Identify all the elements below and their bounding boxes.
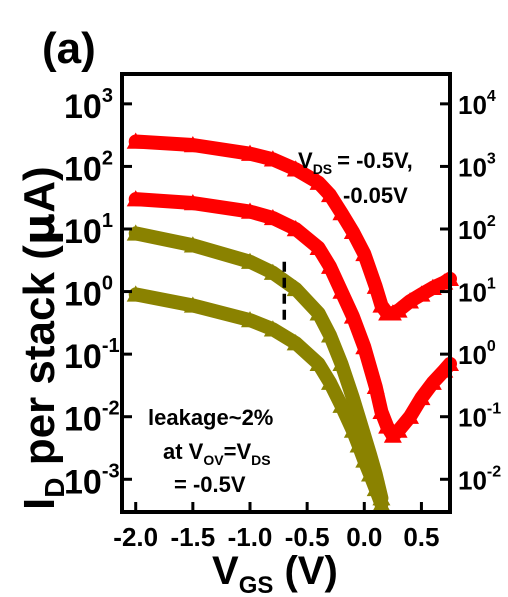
- data-point: [263, 320, 282, 337]
- data-point: [366, 277, 385, 294]
- x-tick-label: -1.0: [228, 522, 273, 552]
- data-point: [401, 292, 419, 309]
- data-point: [309, 304, 328, 321]
- data-point: [366, 479, 385, 497]
- data-point: [366, 377, 385, 395]
- annotation-vds-line2: -0.05V: [343, 183, 408, 208]
- series-layer: [126, 132, 459, 512]
- data-point: [183, 135, 202, 153]
- data-point: [126, 190, 145, 207]
- y-left-tick-label: 10-1: [64, 335, 120, 376]
- data-point: [183, 296, 202, 313]
- y-left-tick-label: 103: [64, 85, 113, 126]
- y-right-tick-label: 103: [458, 150, 496, 182]
- data-point: [309, 354, 328, 372]
- data-point: [183, 236, 202, 253]
- data-point: [355, 451, 374, 468]
- data-point: [412, 285, 431, 302]
- x-axis-label: VGS (V): [212, 549, 338, 597]
- data-point: [412, 388, 431, 406]
- x-tick-label: -2.0: [113, 522, 158, 552]
- data-point: [263, 263, 282, 280]
- data-point: [343, 307, 362, 324]
- data-point: [126, 132, 145, 149]
- data-point: [361, 465, 379, 482]
- data-point: [241, 252, 259, 269]
- data-point: [241, 202, 259, 219]
- data-point: [343, 222, 362, 240]
- data-point: [332, 282, 351, 299]
- y-right-tick-label: 10-2: [458, 463, 501, 495]
- data-point: [332, 396, 351, 413]
- data-point: [321, 373, 339, 390]
- y-left-tick-label: 102: [64, 147, 113, 188]
- y-left-tick-label: 101: [64, 210, 113, 251]
- data-point: [349, 436, 368, 453]
- x-tick-label: -0.5: [285, 522, 330, 552]
- data-point: [126, 285, 145, 302]
- annotation-leakage-line3: = -0.5V: [174, 472, 246, 497]
- tick-labels: -2.0 -1.5 -1.0 -0.5 0.0 0.5 103 102 101 100 10-1 10…: [64, 85, 501, 552]
- y-right-tick-label: 104: [458, 88, 496, 120]
- y-left-tick-label: 10-3: [64, 460, 120, 501]
- data-point: [343, 388, 362, 406]
- data-point: [286, 160, 305, 177]
- y-right-tick-label: 100: [458, 338, 496, 370]
- data-point: [309, 238, 328, 256]
- panel-label: (a): [42, 24, 96, 73]
- data-point: [321, 326, 339, 343]
- data-point: [286, 334, 305, 351]
- data-point: [423, 278, 442, 295]
- data-point: [321, 257, 339, 274]
- x-tick-label: -1.5: [170, 522, 215, 552]
- data-point: [372, 495, 391, 512]
- y-left-tick-label: 10-2: [64, 398, 120, 439]
- y-right-tick-label: 10-1: [458, 401, 501, 433]
- data-point: [309, 173, 328, 190]
- data-point: [423, 373, 442, 390]
- data-point: [321, 185, 339, 203]
- annotation-vds-line1: VDS = -0.5V,: [298, 148, 413, 177]
- data-point: [286, 219, 305, 237]
- data-point: [401, 407, 419, 424]
- x-tick-label: 0.5: [403, 522, 439, 552]
- y-axis-label: ID per stack (μA): [14, 166, 70, 510]
- x-tick-label: 0.0: [346, 522, 382, 552]
- data-point: [241, 311, 259, 328]
- y-left-tick-label: 100: [64, 273, 113, 314]
- data-point: [286, 279, 305, 297]
- data-point: [263, 208, 282, 226]
- data-point: [355, 244, 374, 262]
- data-point: [372, 402, 391, 419]
- y-right-tick-label: 102: [458, 213, 496, 245]
- data-point: [343, 421, 362, 438]
- data-point: [263, 150, 282, 167]
- y-right-tick-label: 101: [458, 276, 496, 308]
- data-point: [332, 204, 351, 221]
- data-point: [355, 338, 374, 355]
- data-point: [183, 194, 202, 211]
- data-point: [389, 421, 408, 438]
- data-point: [126, 224, 145, 241]
- data-point: [241, 144, 259, 161]
- axes-layer: [120, 72, 452, 514]
- data-point: [332, 354, 351, 372]
- series-line-4: [128, 287, 389, 512]
- annotation-leakage-line2: at VOV=VDS: [163, 439, 271, 468]
- data-point: [389, 301, 408, 318]
- annotation-leakage-line1: leakage~2%: [148, 405, 273, 430]
